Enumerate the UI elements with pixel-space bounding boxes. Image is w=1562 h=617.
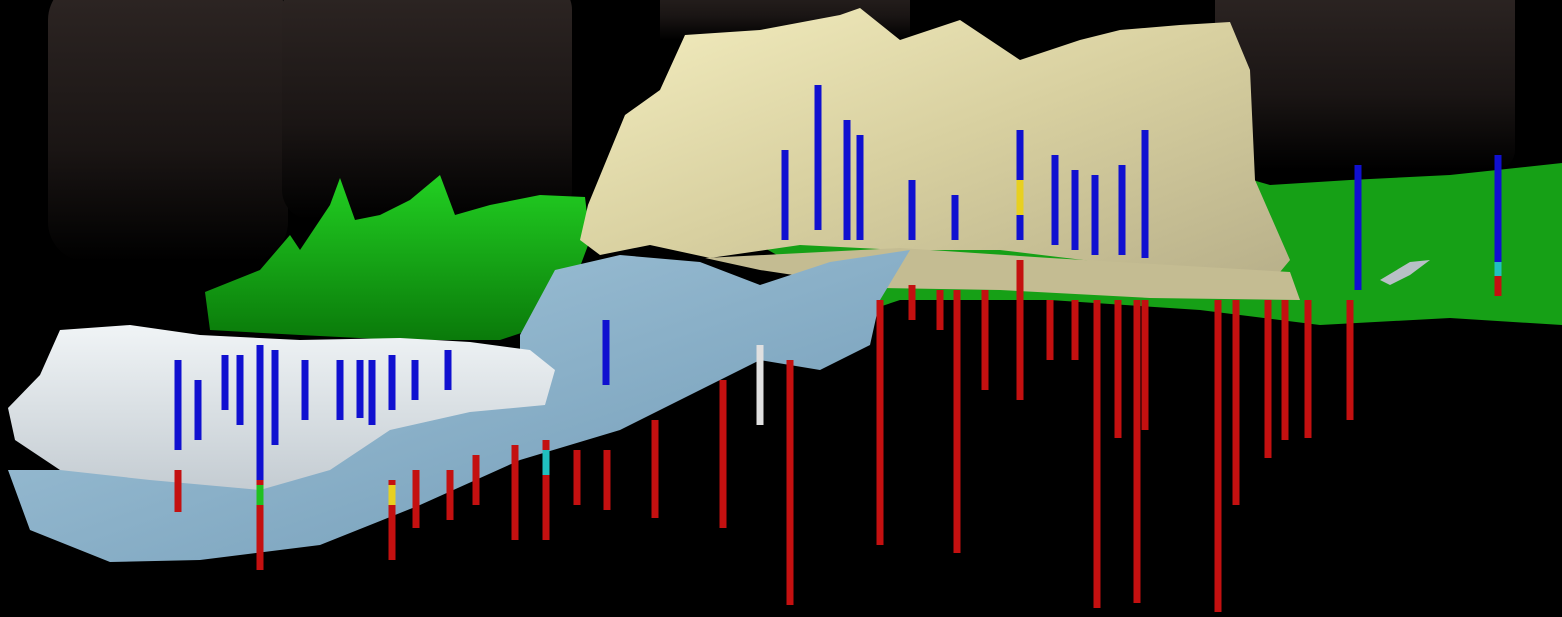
backdrop-columns: [48, 0, 1515, 262]
drillhole-highlights: [256, 180, 1502, 505]
drillholes-blue: [174, 85, 1502, 480]
drillholes-red: [174, 260, 1502, 612]
